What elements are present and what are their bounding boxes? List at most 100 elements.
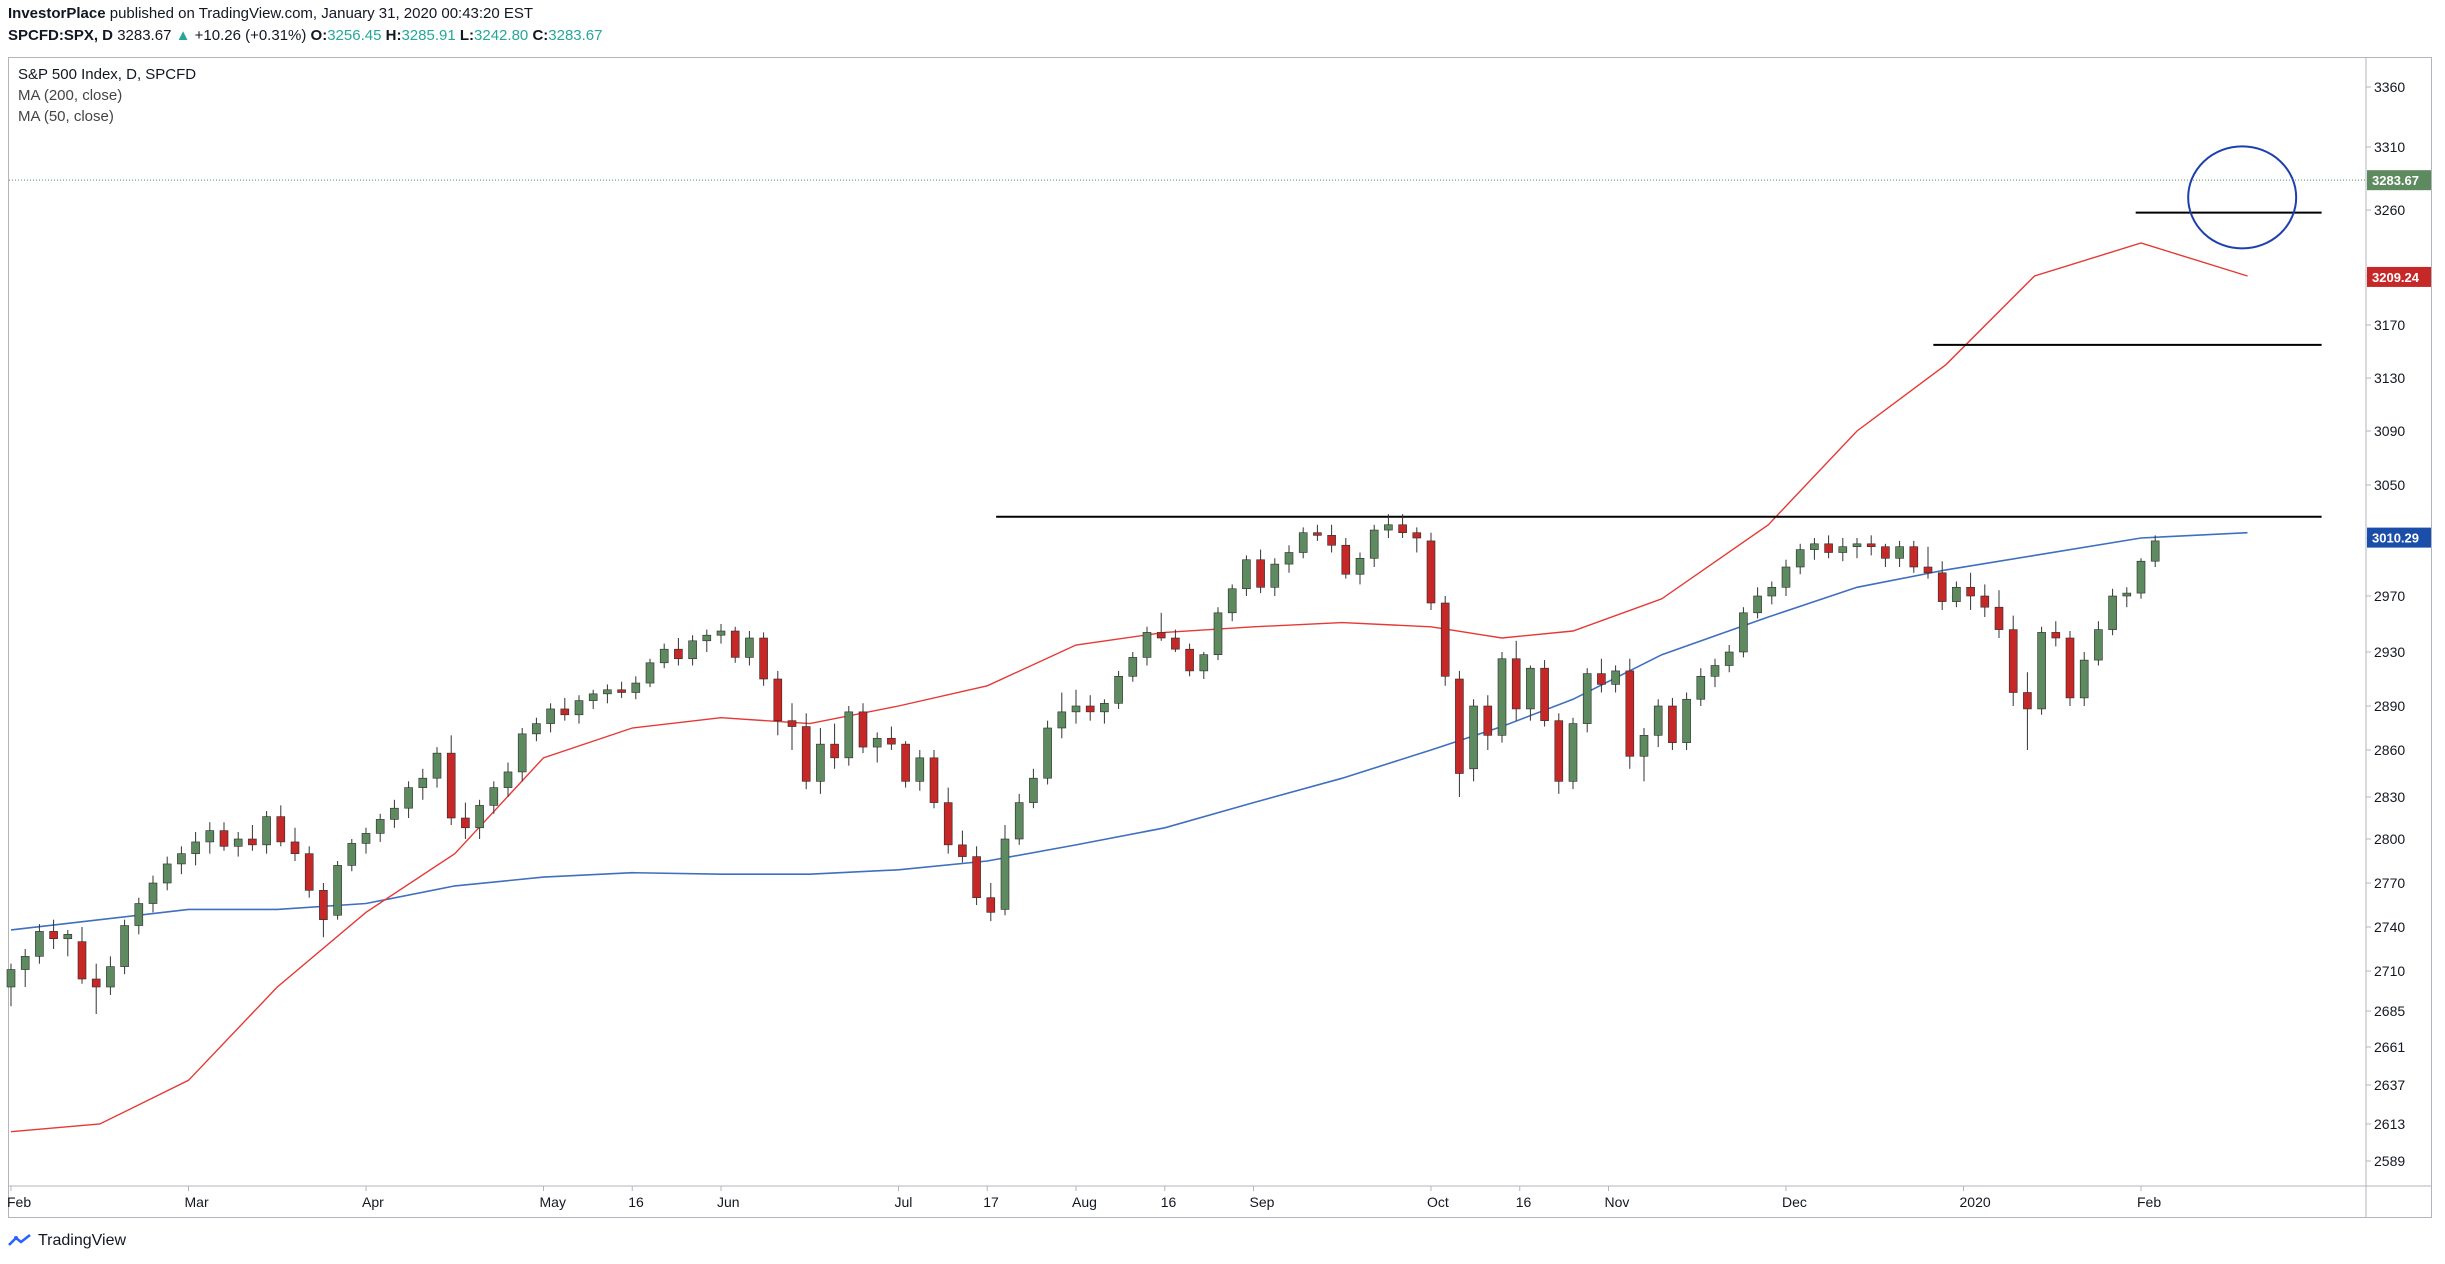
candle-up bbox=[645, 662, 655, 684]
candle-down bbox=[1909, 546, 1919, 568]
candle-up bbox=[233, 838, 243, 847]
price-tick-label: 2800 bbox=[2374, 831, 2405, 847]
candle-up bbox=[35, 931, 44, 957]
candle-down bbox=[91, 978, 101, 988]
chart-frame[interactable] bbox=[8, 57, 2432, 1218]
time-tick-label: Apr bbox=[362, 1194, 384, 1210]
candle-up bbox=[162, 863, 172, 884]
candle-down bbox=[1540, 667, 1549, 721]
low-value: 3242.80 bbox=[474, 27, 529, 44]
time-tick-label: Mar bbox=[185, 1194, 209, 1210]
candle-up bbox=[2108, 595, 2117, 630]
candle-up bbox=[1128, 657, 1138, 677]
price-tick-label: 2890 bbox=[2374, 698, 2405, 714]
candle-down bbox=[319, 890, 328, 920]
symbol-label: SPCFD:SPX, D bbox=[8, 27, 114, 44]
candle-down bbox=[986, 897, 996, 913]
candle-up bbox=[1767, 586, 1777, 597]
candle-up bbox=[1071, 705, 1081, 713]
price-tick-label: 3360 bbox=[2374, 79, 2405, 95]
legend-ma200[interactable]: MA (200, close) bbox=[18, 87, 123, 104]
time-tick-label: Dec bbox=[1782, 1194, 1807, 1210]
candle-down bbox=[1398, 524, 1407, 533]
price-tick-label: 2860 bbox=[2374, 742, 2405, 758]
candle-up bbox=[106, 966, 115, 988]
candle-up bbox=[1682, 698, 1691, 743]
candle-up bbox=[1653, 705, 1663, 736]
price-tick-label: 2685 bbox=[2374, 1003, 2405, 1019]
price-badge-ma50 bbox=[2367, 266, 2431, 287]
author-name[interactable]: InvestorPlace bbox=[8, 5, 106, 22]
price-change: +10.26 (+0.31%) bbox=[194, 27, 307, 44]
candle-down bbox=[1426, 540, 1436, 604]
candle-up bbox=[816, 743, 825, 782]
candle-up bbox=[1029, 777, 1038, 803]
candle-down bbox=[1313, 532, 1322, 536]
price-badge-last bbox=[2367, 170, 2431, 191]
candle-up bbox=[20, 956, 30, 970]
price-tick-label: 2970 bbox=[2374, 588, 2405, 604]
candle-up bbox=[120, 925, 129, 967]
candle-up bbox=[1227, 588, 1237, 614]
price-badge-label-ma50: 3209.24 bbox=[2372, 270, 2420, 285]
candle-up bbox=[1639, 735, 1649, 757]
candle-up bbox=[205, 830, 215, 843]
price-tick-label: 2710 bbox=[2374, 963, 2405, 979]
candle-up bbox=[1270, 563, 1280, 588]
candle-up bbox=[1582, 673, 1592, 724]
candle-down bbox=[1668, 705, 1677, 743]
candle-down bbox=[830, 743, 839, 759]
time-tick-label: Sep bbox=[1250, 1194, 1275, 1210]
candle-up bbox=[574, 700, 584, 716]
candle-up bbox=[1895, 546, 1904, 559]
candle-down bbox=[290, 841, 300, 854]
tradingview-logo-icon bbox=[8, 1233, 31, 1246]
candle-up bbox=[1057, 711, 1067, 729]
price-badge-label-ma200: 3010.29 bbox=[2372, 531, 2419, 546]
candle-up bbox=[1952, 586, 1961, 602]
candle-up bbox=[517, 733, 527, 773]
price-tick-label: 2637 bbox=[2374, 1077, 2405, 1093]
candle-up bbox=[2037, 632, 2046, 710]
candle-down bbox=[617, 689, 626, 693]
candle-up bbox=[1710, 665, 1720, 677]
candle-up bbox=[390, 807, 399, 820]
time-tick-label: May bbox=[540, 1194, 566, 1210]
candle-up bbox=[1355, 557, 1365, 575]
candle-up bbox=[702, 634, 712, 642]
time-tick-label: 17 bbox=[983, 1194, 999, 1210]
candle-down bbox=[2065, 637, 2075, 699]
brand-name: TradingView bbox=[38, 1232, 127, 1249]
open-label: O: bbox=[310, 27, 328, 44]
candle-up bbox=[603, 689, 612, 695]
candle-down bbox=[77, 941, 87, 980]
candle-down bbox=[1440, 602, 1450, 677]
high-value: 3285.91 bbox=[401, 27, 456, 44]
chart-legend-title: S&P 500 Index, D, SPCFD bbox=[18, 66, 197, 83]
candle-down bbox=[1597, 673, 1606, 685]
candle-up bbox=[503, 771, 513, 788]
candle-up bbox=[1369, 529, 1379, 559]
candle-up bbox=[1795, 549, 1805, 568]
candle-down bbox=[2051, 632, 2061, 639]
price-badge-label-last: 3283.67 bbox=[2372, 173, 2419, 188]
candle-down bbox=[958, 844, 967, 857]
candle-down bbox=[1966, 586, 1975, 597]
candle-up bbox=[1298, 532, 1308, 553]
price-tick-label: 3170 bbox=[2374, 317, 2405, 333]
candle-up bbox=[2122, 592, 2132, 597]
candle-down bbox=[887, 737, 896, 745]
candle-up bbox=[475, 805, 484, 829]
footer-brand[interactable]: TradingView bbox=[8, 1232, 126, 1250]
candle-up bbox=[1810, 543, 1819, 550]
legend-ma50[interactable]: MA (50, close) bbox=[18, 108, 114, 125]
price-tick-label: 3090 bbox=[2374, 423, 2405, 439]
candle-down bbox=[1625, 670, 1635, 757]
candle-down bbox=[1881, 546, 1890, 559]
ma50-line bbox=[10, 242, 2248, 1133]
candle-up bbox=[588, 693, 598, 701]
candle-down bbox=[759, 637, 768, 680]
up-triangle-icon: ▲ bbox=[175, 27, 191, 44]
candle-down bbox=[1866, 543, 1876, 547]
